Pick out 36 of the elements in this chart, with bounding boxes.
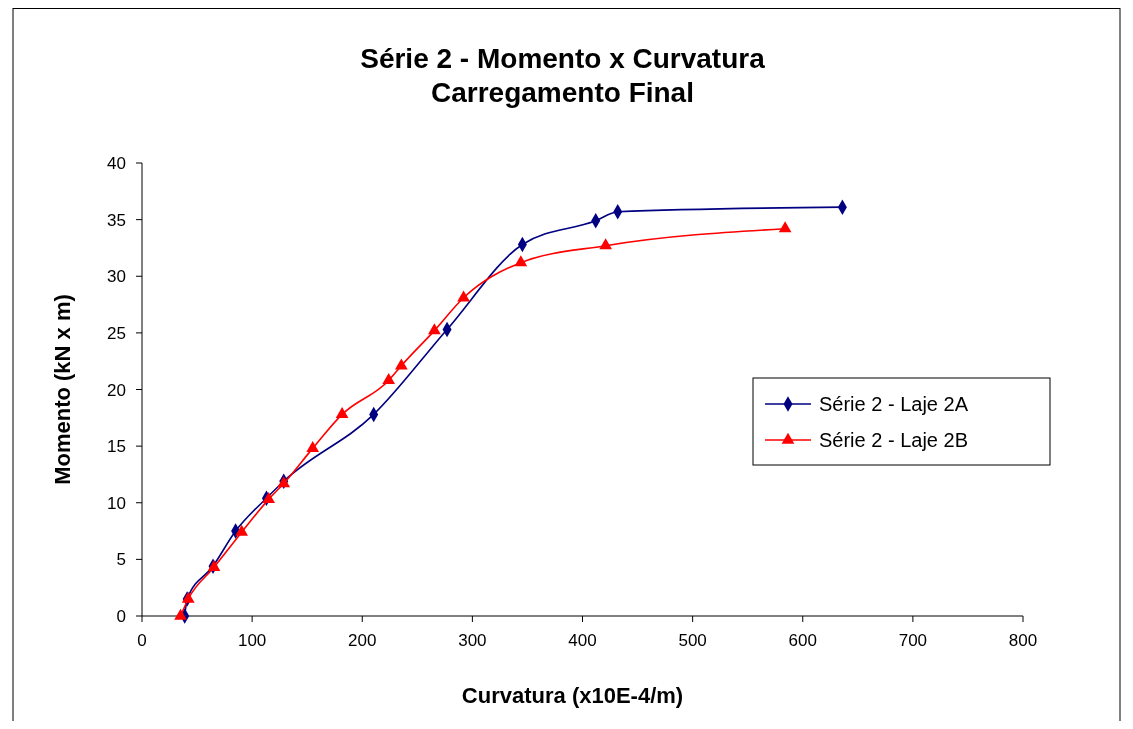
y-tick-label: 25 bbox=[107, 323, 126, 343]
y-axis-title: Momento (kN x m) bbox=[50, 294, 75, 485]
point bbox=[778, 221, 792, 233]
y-tick-label: 10 bbox=[107, 493, 126, 513]
x-tick-label: 600 bbox=[788, 631, 817, 650]
point bbox=[181, 591, 195, 603]
y-tick-label: 30 bbox=[107, 267, 126, 287]
point bbox=[262, 492, 275, 504]
point bbox=[394, 358, 408, 370]
point bbox=[599, 238, 612, 250]
point bbox=[428, 323, 441, 335]
y-tick-label: 20 bbox=[107, 380, 126, 400]
legend-label: Série 2 - Laje 2A bbox=[819, 393, 969, 415]
point bbox=[174, 608, 187, 620]
x-tick-label: 200 bbox=[348, 631, 377, 650]
x-tick-label: 500 bbox=[678, 631, 707, 650]
x-tick-label: 700 bbox=[898, 631, 928, 650]
point bbox=[457, 290, 470, 302]
point bbox=[382, 373, 396, 385]
y-tick-label: 15 bbox=[107, 437, 126, 457]
y-tick-label: 5 bbox=[116, 550, 126, 570]
point bbox=[335, 407, 349, 419]
x-tick-label: 100 bbox=[237, 631, 267, 650]
point bbox=[514, 255, 528, 267]
legend-label: Série 2 - Laje 2B bbox=[819, 429, 968, 451]
y-tick-label: 40 bbox=[107, 154, 126, 173]
chart-title: Série 2 - Momento x Curvatura Carregamento Final bbox=[360, 43, 766, 108]
point bbox=[306, 441, 320, 453]
x-tick-label: 300 bbox=[458, 631, 487, 650]
y-tick-label: 35 bbox=[107, 210, 126, 230]
x-tick-label: 0 bbox=[137, 631, 147, 650]
x-axis-title: Curvatura (x10E-4/m) bbox=[461, 683, 684, 708]
point bbox=[235, 524, 249, 536]
x-tick-label: 800 bbox=[1008, 631, 1038, 650]
x-tick-label: 400 bbox=[568, 631, 597, 650]
y-tick-label: 0 bbox=[116, 607, 126, 626]
